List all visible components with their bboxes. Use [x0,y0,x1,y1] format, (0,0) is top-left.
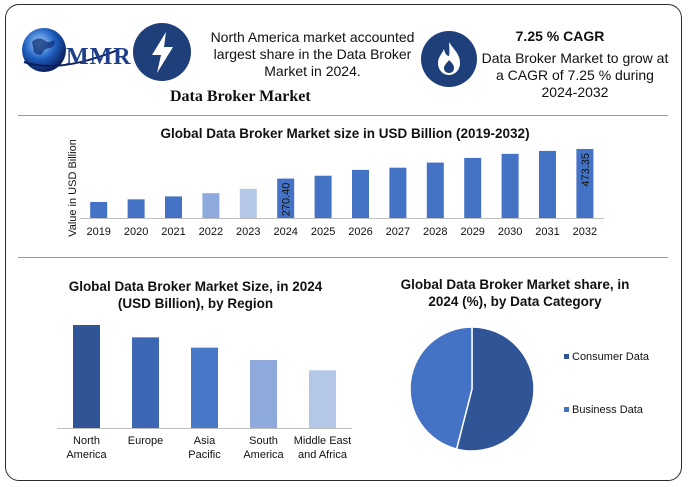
bar-north-america [73,325,100,428]
x-tick-2032: 2032 [573,226,597,238]
legend-label-business-data: Business Data [572,404,644,416]
bar-2028 [426,162,444,218]
legend-label-consumer-data: Consumer Data [572,351,650,363]
cagr-text: Data Broker Market to grow at a CAGR of … [481,50,669,100]
x-tick-2022: 2022 [199,226,223,238]
bar-2029 [464,157,482,218]
globe-logo-icon [22,28,119,72]
x-tick-middle-east-and-africa: Middle East and Africa [294,435,351,461]
data-label-2024: 270.40 [281,183,293,217]
x-tick-2027: 2027 [386,226,410,238]
cagr-title: 7.25 % CAGR [515,28,605,44]
legend-swatch-consumer-data [564,354,569,359]
flame-icon [420,30,478,88]
x-tick-2019: 2019 [86,226,110,238]
bar-middle-east-and-africa [309,370,336,428]
pie-slice-consumer-data [455,326,535,452]
x-tick-europe: Europe [128,435,163,447]
x-tick-2024: 2024 [273,226,297,238]
bar-2026 [352,169,369,218]
x-tick-2020: 2020 [124,226,148,238]
data-label-2032: 473.35 [580,153,592,187]
bar-2030 [501,153,519,218]
x-tick-2021: 2021 [161,226,185,238]
logo-text: MMR [66,44,132,70]
chart-title-category: Global Data Broker Market share, in 2024… [400,277,630,309]
x-tick-2025: 2025 [311,226,335,238]
lightning-bolt-icon [132,22,192,82]
bar-2025 [314,175,332,218]
legend-swatch-business-data [564,407,569,412]
market-size-bar-chart: Value in USD Billion 2019 2020 2021 2022 2023… [67,140,604,238]
chart-title-region: Global Data Broker Market Size, in 2024 … [68,279,323,311]
chart-title-market-size: Global Data Broker Market size in USD Bi… [160,126,530,141]
bar-2032 [576,148,594,218]
bar-europe [132,337,159,428]
region-bar-chart: North America Europe Asia Pacific South Americ… [57,325,352,461]
x-tick-2023: 2023 [236,226,260,238]
x-tick-asia-pacific: Asia Pacific [188,435,221,461]
bar-2019 [90,201,108,218]
bar-2031 [539,150,556,218]
x-tick-south-america: South America [243,435,284,461]
y-axis-label: Value in USD Billion [67,140,79,237]
x-tick-2030: 2030 [498,226,522,238]
bar-2023 [239,188,257,218]
bar-2022 [202,193,220,218]
brand-logo: MMR [18,20,131,84]
bar-2024 [277,178,295,218]
report-title: Data Broker Market [170,88,311,105]
category-pie-chart: Consumer Data Business Data [409,326,650,452]
bar-2020 [127,199,145,218]
x-tick-2026: 2026 [348,226,372,238]
x-tick-2028: 2028 [423,226,447,238]
bar-2027 [389,167,407,218]
x-tick-2031: 2031 [535,226,559,238]
x-tick-2029: 2029 [460,226,484,238]
bar-south-america [250,360,277,428]
bar-asia-pacific [191,347,218,428]
x-tick-north-america: North America [66,435,107,461]
bar-2021 [165,196,182,218]
section-divider-middle [18,257,668,258]
region-highlight-text: North America market accounted largest s… [210,29,415,79]
pie-slice-business-data [409,326,473,450]
section-divider-top [18,115,668,116]
infographic-frame [5,4,682,481]
